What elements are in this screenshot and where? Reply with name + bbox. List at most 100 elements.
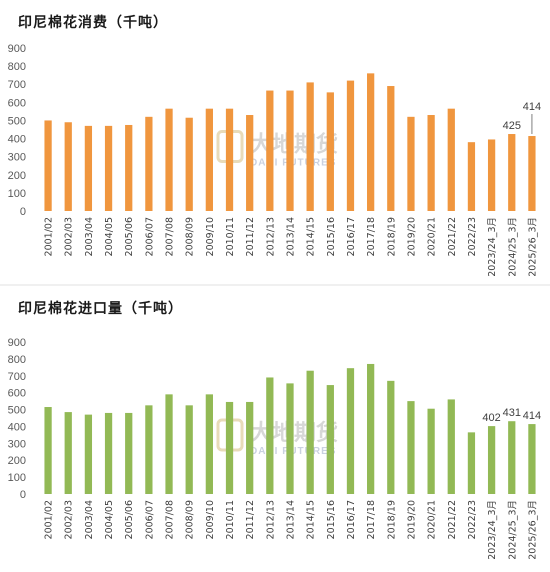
x-tick-label: 2010/11 <box>225 500 236 539</box>
y-tick-label: 800 <box>8 61 26 73</box>
x-tick-label: 2003/04 <box>84 217 95 256</box>
x-tick-label: 2004/05 <box>104 500 115 539</box>
data-label: 425 <box>503 120 521 132</box>
watermark-text: 大地期货 <box>250 132 338 158</box>
x-tick-label: 2006/07 <box>144 500 155 539</box>
bar <box>427 115 435 211</box>
data-label: 431 <box>503 407 521 419</box>
bar <box>165 394 173 494</box>
y-tick-label: 500 <box>8 405 26 417</box>
bar <box>326 92 334 211</box>
bar <box>185 117 193 211</box>
bar <box>508 134 516 211</box>
bar <box>447 108 455 211</box>
y-tick-label: 200 <box>8 455 26 467</box>
x-tick-label: 2013/14 <box>286 500 297 539</box>
bar <box>346 80 355 211</box>
bar <box>407 116 415 211</box>
bar <box>367 73 375 211</box>
y-tick-label: 700 <box>8 79 26 91</box>
x-tick-label: 2012/13 <box>265 217 276 256</box>
x-tick-label: 2007/08 <box>165 500 176 539</box>
bar <box>125 412 133 494</box>
x-tick-label: 2010/11 <box>225 217 236 256</box>
chart-panel-imports: 印尼棉花进口量（千吨） 0 100 200 300 400 500 600 700 800 900… <box>0 286 550 572</box>
x-tick-label: 2025/26_3月 <box>527 217 538 277</box>
y-tick-label: 900 <box>8 337 26 349</box>
bar <box>165 108 173 211</box>
y-tick-label: 100 <box>8 188 26 200</box>
x-tick-label: 2014/15 <box>306 217 317 256</box>
x-tick-label: 2022/23 <box>467 500 478 539</box>
x-tick-label: 2015/16 <box>326 217 337 256</box>
x-tick-label: 2009/10 <box>205 500 216 539</box>
bar <box>205 394 213 494</box>
y-tick-label: 500 <box>8 115 26 127</box>
bar <box>306 82 314 212</box>
x-tick-label: 2021/22 <box>447 217 458 256</box>
x-tick-label: 2011/12 <box>245 500 256 539</box>
bar <box>266 377 274 494</box>
y-tick-label: 0 <box>20 206 26 218</box>
chart-title: 印尼棉花进口量（千吨） <box>18 301 183 317</box>
chart-title: 印尼棉花消费（千吨） <box>18 15 168 31</box>
x-tick-label: 2011/12 <box>245 217 256 256</box>
bar <box>145 405 153 494</box>
y-tick-label: 900 <box>8 43 26 55</box>
x-tick-label: 2016/17 <box>346 217 357 256</box>
x-tick-label: 2020/21 <box>427 217 438 256</box>
bar <box>125 124 133 211</box>
x-tick-label: 2019/20 <box>406 500 417 539</box>
x-tick-label: 2012/13 <box>265 500 276 539</box>
bar <box>44 120 52 211</box>
bar <box>205 108 213 211</box>
x-tick-label: 2024/25_3月 <box>507 217 518 277</box>
bar <box>84 125 93 211</box>
x-tick-label: 2002/03 <box>64 217 75 256</box>
bar <box>326 385 334 494</box>
y-tick-label: 800 <box>8 354 26 366</box>
x-tick-label: 2009/10 <box>205 217 216 256</box>
x-tick-label: 2008/09 <box>185 500 196 539</box>
watermark-text: 大地期货 <box>250 420 338 446</box>
bar <box>104 125 113 211</box>
y-tick-label: 600 <box>8 388 26 400</box>
y-tick-label: 600 <box>8 97 26 109</box>
bar <box>427 408 435 494</box>
bar <box>407 401 415 494</box>
bar <box>487 139 496 211</box>
x-tick-label: 2018/19 <box>386 500 397 539</box>
bar <box>286 90 294 211</box>
bar <box>246 401 254 494</box>
x-tick-label: 2008/09 <box>185 217 196 256</box>
bar <box>185 405 193 494</box>
y-tick-label: 200 <box>8 170 26 182</box>
bar <box>528 424 536 494</box>
x-tick-label: 2023/24_3月 <box>487 500 498 560</box>
y-tick-label: 300 <box>8 438 26 450</box>
x-tick-label: 2014/15 <box>306 500 317 539</box>
y-tick-label: 0 <box>20 489 26 501</box>
data-label: 414 <box>523 101 541 113</box>
x-tick-label: 2017/18 <box>366 217 377 256</box>
bar <box>467 142 476 211</box>
y-tick-label: 400 <box>8 134 26 146</box>
bar <box>246 115 254 211</box>
bar <box>487 426 496 494</box>
bar <box>84 414 93 494</box>
bar <box>145 116 153 211</box>
bar <box>64 122 72 211</box>
bar <box>286 383 294 494</box>
x-tick-label: 2001/02 <box>44 217 55 256</box>
x-tick-label: 2007/08 <box>165 217 176 256</box>
x-tick-label: 2006/07 <box>144 217 155 256</box>
bar <box>367 363 375 494</box>
x-tick-label: 2020/21 <box>427 500 438 539</box>
bar <box>387 86 395 211</box>
bar <box>64 412 72 494</box>
bar <box>44 407 52 494</box>
y-tick-label: 400 <box>8 421 26 433</box>
x-tick-label: 2022/23 <box>467 217 478 256</box>
bar <box>447 399 455 494</box>
